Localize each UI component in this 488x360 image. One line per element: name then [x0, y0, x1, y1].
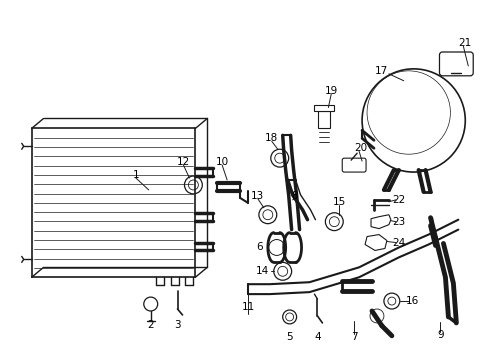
Text: 19: 19 — [324, 86, 337, 96]
Text: 11: 11 — [241, 302, 254, 312]
Text: 12: 12 — [177, 157, 190, 167]
Text: 13: 13 — [251, 191, 264, 201]
Text: 1: 1 — [132, 170, 139, 180]
Text: 8: 8 — [291, 191, 297, 201]
Text: 10: 10 — [215, 157, 228, 167]
Text: 22: 22 — [391, 195, 405, 205]
Text: 16: 16 — [405, 296, 418, 306]
Text: 7: 7 — [350, 332, 357, 342]
Text: 18: 18 — [264, 133, 278, 143]
Text: 4: 4 — [313, 332, 320, 342]
Polygon shape — [365, 235, 386, 251]
Text: 2: 2 — [147, 320, 154, 330]
Text: 17: 17 — [373, 66, 387, 76]
Text: 20: 20 — [354, 143, 367, 153]
Text: 6: 6 — [256, 243, 263, 252]
Text: 24: 24 — [391, 238, 405, 248]
Text: 9: 9 — [436, 330, 443, 340]
FancyBboxPatch shape — [342, 158, 366, 172]
FancyBboxPatch shape — [439, 52, 472, 76]
Polygon shape — [370, 215, 390, 229]
Text: 23: 23 — [391, 217, 405, 227]
Text: 3: 3 — [174, 320, 181, 330]
Text: 15: 15 — [332, 197, 345, 207]
Bar — [318, 111, 330, 129]
Bar — [314, 105, 334, 111]
Text: 5: 5 — [286, 332, 292, 342]
Text: 14: 14 — [256, 266, 269, 276]
Text: 21: 21 — [458, 38, 471, 48]
